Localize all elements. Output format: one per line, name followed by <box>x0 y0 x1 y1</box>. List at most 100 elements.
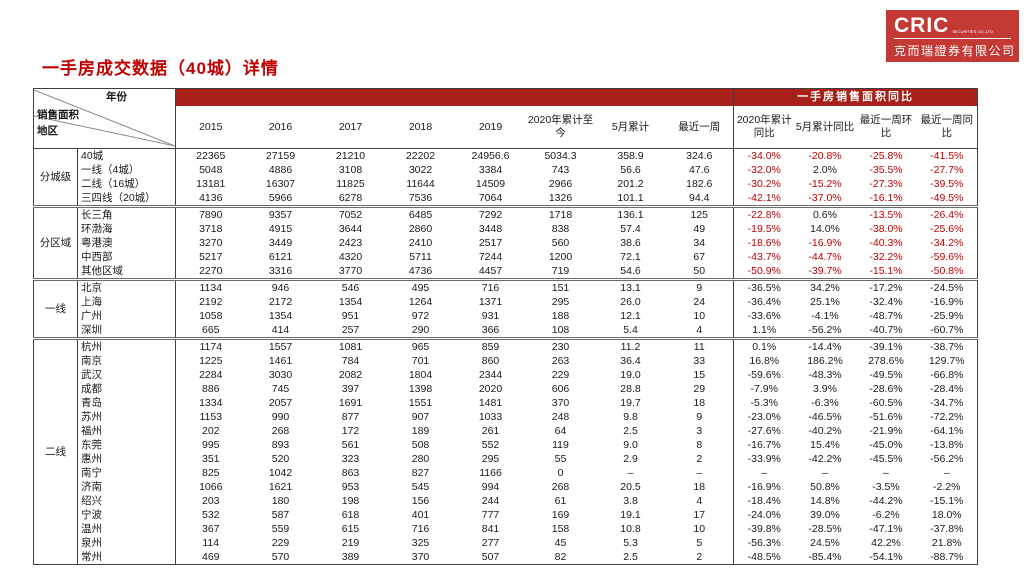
table-cell: -27.7% <box>930 164 964 176</box>
table-cell: 6485 <box>385 205 456 222</box>
table-cell: 0.6% <box>794 205 856 222</box>
table-cell: 136.1 <box>595 205 666 222</box>
table-cell: 186.2% <box>807 355 843 367</box>
table-cell: 4736 <box>408 265 433 277</box>
table-cell: -44.2% <box>869 495 903 507</box>
table-cell: 36.4 <box>620 355 641 367</box>
table-cell: 3.8 <box>623 495 638 507</box>
corner-label-year: 年份 <box>106 91 127 103</box>
table-cell: – <box>822 467 828 479</box>
corner-label-area: 销售面积 <box>37 109 79 121</box>
table-cell: 268 <box>271 425 290 437</box>
table-cell: 2192 <box>199 296 223 308</box>
table-cell: 4320 <box>338 251 363 263</box>
table-cell: 1481 <box>478 397 503 409</box>
table-cell: 3718 <box>199 223 223 235</box>
table-cell: -39.5% <box>930 178 964 190</box>
table-cell: -16.9% <box>930 296 964 308</box>
table-cell: 4886 <box>268 164 293 176</box>
table-cell: -48.7% <box>869 310 903 322</box>
table-cell: -16.1% <box>869 192 903 204</box>
table-cell: 20.5 <box>620 481 641 493</box>
table-cell: -66.8% <box>930 369 964 381</box>
row-label: 深圳 <box>77 323 176 339</box>
table-cell: 0.1% <box>733 337 795 354</box>
table-cell: 559 <box>271 523 290 535</box>
row-label: 中西部 <box>77 250 176 264</box>
table-cell: 180 <box>271 495 290 507</box>
table-row: 温州 367 559 615 716 841 158 10.8 10 -39.8% -28.5% -4… <box>34 522 978 536</box>
table-cell: -2.2% <box>933 481 961 493</box>
table-cell: 9 <box>696 411 703 423</box>
table-cell: -27.6% <box>733 424 795 438</box>
table-cell: 1354 <box>268 310 293 322</box>
table-cell: 34.2% <box>794 278 856 295</box>
column-header: 5月累计 <box>595 106 666 149</box>
row-label: 济南 <box>77 480 176 494</box>
table-cell: 19.0 <box>620 369 641 381</box>
table-cell: 5034.3 <box>544 150 577 162</box>
table-cell: 9.8 <box>623 411 638 423</box>
table-cell: 5.4 <box>623 324 638 336</box>
table-cell: 7064 <box>478 192 503 204</box>
table-cell: 56.6 <box>620 164 641 176</box>
table-cell: 2966 <box>548 178 573 190</box>
table-row: 广州 1058 1354 951 972 931 188 12.1 10 -33.6% -4.1% -… <box>34 309 978 323</box>
table-cell: 10 <box>693 310 706 322</box>
table-cell: 278.6% <box>868 355 904 367</box>
table-row: 青岛 1334 2057 1691 1551 1481 370 19.7 18 -5.3% -6.3… <box>34 396 978 410</box>
table-cell: 39.0% <box>810 509 840 521</box>
table-cell: 61 <box>554 495 567 507</box>
table-row: 南宁 825 1042 863 827 1166 0 – – – – – – <box>34 466 978 480</box>
table-cell: 990 <box>271 411 290 423</box>
table-cell: -13.5% <box>855 205 917 222</box>
table-cell: 716 <box>411 523 430 535</box>
table-cell: -32.2% <box>869 251 903 263</box>
table-cell: -56.2% <box>808 324 842 336</box>
table-cell: -24.0% <box>733 508 795 522</box>
table-cell: -23.0% <box>733 410 795 424</box>
logo-top-row: CRIC SECURITIES CO.,LTD <box>894 15 1011 39</box>
table-cell: 1461 <box>268 355 293 367</box>
table-cell: -72.2% <box>930 411 964 423</box>
table-cell: 323 <box>341 453 360 465</box>
table-body: 分城级 40城 22365 27159 21210 22202 24956.6 5034.3 3… <box>33 148 978 565</box>
table-cell: 18 <box>693 397 706 409</box>
table-cell: -88.7% <box>930 551 964 563</box>
table-cell: -40.7% <box>869 324 903 336</box>
table-cell: 366 <box>481 324 500 336</box>
row-label: 绍兴 <box>77 494 176 508</box>
table-cell: 719 <box>551 265 570 277</box>
row-label: 东莞 <box>77 438 176 452</box>
table-cell: 3030 <box>268 369 293 381</box>
row-label: 40城 <box>77 148 176 163</box>
table-cell: 45 <box>554 537 567 549</box>
table-cell: 189 <box>411 425 430 437</box>
table-row: 东莞 995 893 561 508 552 119 9.0 8 -16.7% 15.4% -45.0… <box>34 438 978 452</box>
table-cell: 257 <box>341 324 360 336</box>
table-cell: 743 <box>551 164 570 176</box>
row-label: 杭州 <box>77 337 176 354</box>
table-cell: 3.9% <box>813 383 837 395</box>
table-cell: 2 <box>696 551 703 563</box>
row-label: 上海 <box>77 295 176 309</box>
table-row: 宁波 532 587 618 401 777 169 19.1 17 -24.0% 39.0% -6.… <box>34 508 978 522</box>
table-cell: 324.6 <box>686 150 713 162</box>
table-cell: -4.1% <box>811 310 839 322</box>
table-cell: -6.3% <box>811 397 839 409</box>
table-cell: 229 <box>551 369 570 381</box>
table-cell: -38.0% <box>869 223 903 235</box>
data-table: 年份 销售面积 地区 一手房销售面积同比 2015 2016 2017 2018 201… <box>33 88 978 565</box>
table-cell: 946 <box>245 278 316 295</box>
table-cell: 507 <box>481 551 500 563</box>
table-row: 济南 1066 1621 953 545 994 268 20.5 18 -16.9% 50.8% -… <box>34 480 978 494</box>
table-cell: -48.3% <box>808 369 842 381</box>
table-cell: 325 <box>411 537 430 549</box>
table-cell: – <box>696 467 703 479</box>
table-cell: -25.8% <box>869 150 903 162</box>
table-cell: 151 <box>525 278 596 295</box>
table-cell: -3.5% <box>872 481 900 493</box>
table-cell: 21210 <box>335 150 366 162</box>
logo-company-name: 克而瑞證券有限公司 <box>894 44 1016 58</box>
table-cell: 201.2 <box>617 178 644 190</box>
